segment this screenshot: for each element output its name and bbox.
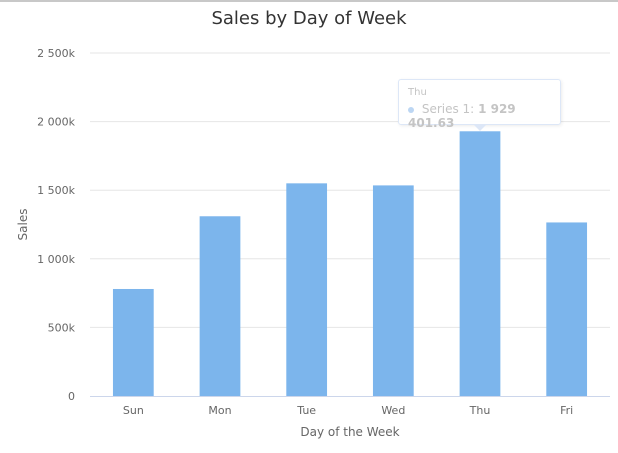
x-tick-label: Mon bbox=[208, 404, 231, 417]
x-axis-title: Day of the Week bbox=[300, 425, 399, 439]
tooltip: Thu Series 1: 1 929 401.63 bbox=[398, 79, 561, 125]
x-tick-label: Wed bbox=[381, 404, 405, 417]
y-tick-label: 500k bbox=[48, 321, 76, 334]
y-tick-label: 2 000k bbox=[37, 116, 75, 129]
x-tick-label: Sun bbox=[123, 404, 144, 417]
y-axis-ticks: 0 500k 1 000k 1 500k 2 000k 2 500k bbox=[37, 47, 75, 403]
bar-thu[interactable] bbox=[460, 131, 501, 396]
bar-mon[interactable] bbox=[200, 216, 241, 396]
y-axis-title: Sales bbox=[16, 209, 30, 241]
bar-fri[interactable] bbox=[546, 222, 587, 396]
y-tick-label: 0 bbox=[68, 390, 75, 403]
tooltip-series-label: Series 1: bbox=[422, 102, 474, 116]
series-marker-icon bbox=[408, 107, 414, 113]
tooltip-pointer bbox=[473, 124, 487, 131]
y-tick-label: 1 500k bbox=[37, 184, 75, 197]
x-tick-label: Tue bbox=[296, 404, 316, 417]
bar-wed[interactable] bbox=[373, 185, 414, 396]
y-tick-label: 2 500k bbox=[37, 47, 75, 60]
y-tick-label: 1 000k bbox=[37, 253, 75, 266]
bar-sun[interactable] bbox=[113, 289, 154, 396]
bars bbox=[113, 131, 587, 396]
bar-tue[interactable] bbox=[286, 183, 327, 396]
x-axis-ticks: Sun Mon Tue Wed Thu Fri bbox=[123, 404, 573, 417]
x-tick-label: Thu bbox=[469, 404, 491, 417]
x-tick-label: Fri bbox=[560, 404, 573, 417]
tooltip-category: Thu bbox=[408, 87, 551, 98]
